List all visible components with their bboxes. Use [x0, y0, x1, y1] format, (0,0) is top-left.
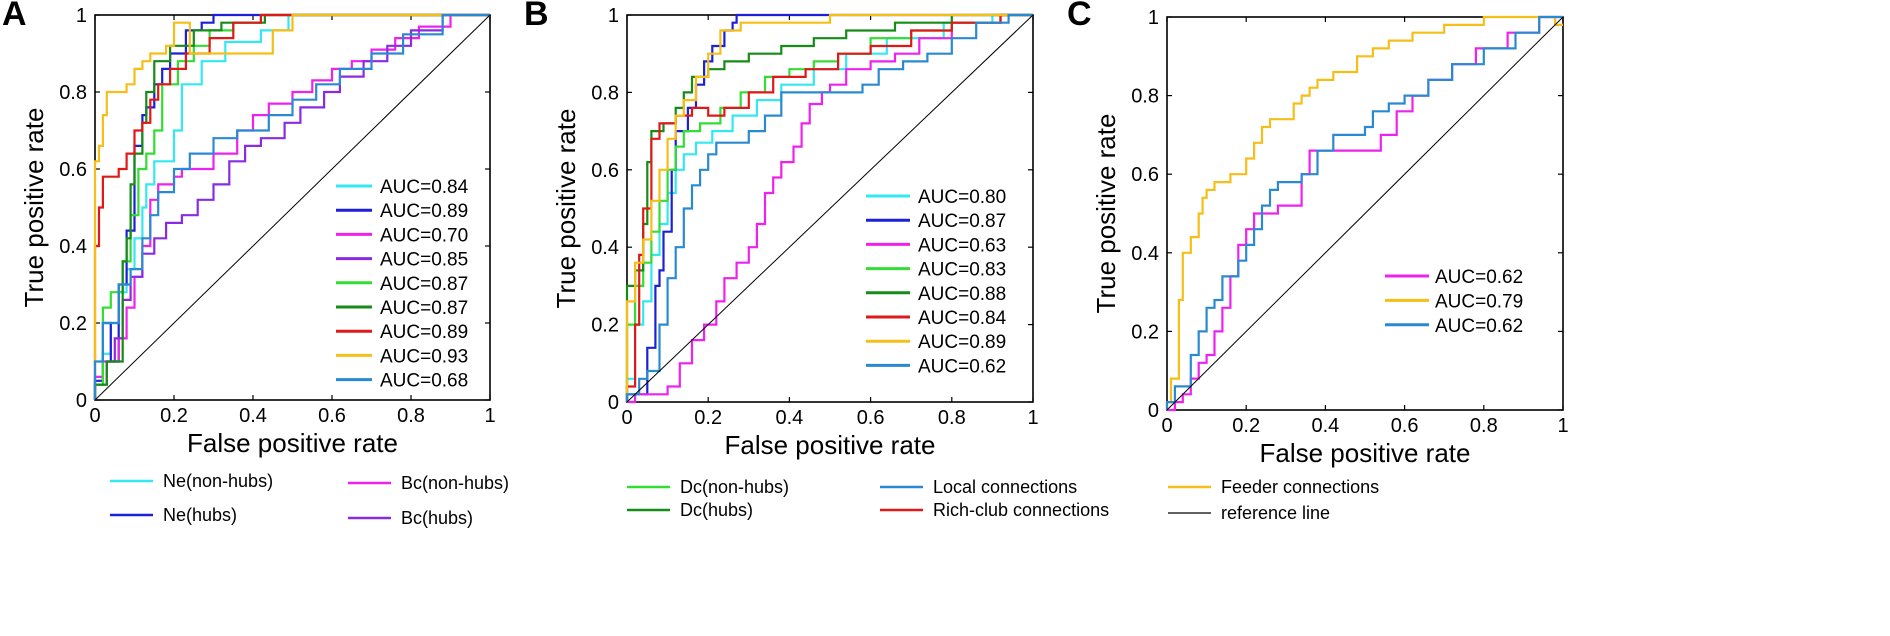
y-tick-label: 1: [76, 5, 87, 27]
bottom-legend-label: Dc(non-hubs): [680, 477, 789, 497]
roc-curve-3: [627, 13, 1033, 404]
legend-label: AUC=0.79: [1435, 291, 1523, 312]
x-tick-label: 0: [1161, 415, 1172, 437]
legend-label: AUC=0.63: [918, 235, 1006, 256]
x-tick-label: 1: [1027, 407, 1038, 429]
roc-panel-b: 0 0.2 0.4 0.6 0.8 1 0 0.2 0.4 0.6 0.8 1 False positi…: [524, 0, 1039, 460]
bottom-legend-label: Local connections: [933, 477, 1077, 497]
bottom-legend-label: Ne(hubs): [163, 505, 237, 525]
x-tick-label: 0.4: [1311, 415, 1339, 437]
x-tick-label: 0.2: [694, 407, 722, 429]
bottom-legend-label: Feeder connections: [1221, 477, 1379, 497]
roc-curve-3: [1165, 15, 1563, 410]
legend-label: AUC=0.87: [380, 274, 468, 295]
x-tick-label: 0.4: [239, 405, 267, 427]
legend-label: AUC=0.62: [1435, 267, 1523, 288]
legend-label: AUC=0.89: [918, 332, 1006, 353]
x-tick-label: 0.6: [857, 407, 885, 429]
x-tick-label: 0.2: [1232, 415, 1260, 437]
bottom-legend-label: reference line: [1221, 503, 1330, 523]
legend-label: AUC=0.87: [918, 211, 1006, 232]
panel-letter: C: [1067, 0, 1092, 33]
bottom-legend: Ne(non-hubs) Bc(non-hubs) Ne(hubs) Bc(hubs)…: [110, 471, 1379, 528]
x-axis-label: False positive rate: [1260, 438, 1471, 468]
reference-line: [94, 14, 491, 401]
roc-curve-4: [625, 13, 1033, 402]
x-tick-label: 0.8: [938, 407, 966, 429]
legend-label: AUC=0.62: [1435, 316, 1523, 337]
reference-line: [626, 14, 1034, 403]
y-tick-label: 0.6: [1131, 164, 1159, 186]
legend-label: AUC=0.83: [918, 260, 1006, 281]
legend-label: AUC=0.88: [918, 284, 1006, 305]
legend-label: AUC=0.68: [380, 371, 468, 392]
legend-label: AUC=0.70: [380, 225, 468, 246]
x-tick-label: 0: [621, 407, 632, 429]
y-tick-label: 0.4: [1131, 243, 1159, 265]
x-axis-label: False positive rate: [725, 430, 936, 460]
x-tick-label: 0: [89, 405, 100, 427]
y-tick-label: 0.2: [59, 313, 87, 335]
y-tick-label: 1: [608, 5, 619, 27]
legend-label: AUC=0.93: [380, 346, 468, 367]
roc-curve-7: [93, 13, 490, 400]
legend-label: AUC=0.89: [380, 322, 468, 343]
roc-curve-8: [93, 13, 490, 400]
bottom-legend-label: Dc(hubs): [680, 500, 753, 520]
x-tick-label: 0.2: [160, 405, 188, 427]
roc-curve-5: [625, 13, 1033, 402]
reference-line: [1166, 16, 1564, 411]
panel-letter: A: [2, 0, 27, 33]
roc-curve-8: [625, 13, 1033, 402]
y-tick-label: 0.4: [591, 237, 619, 259]
y-tick-label: 0.4: [59, 236, 87, 258]
x-tick-label: 1: [484, 405, 495, 427]
y-tick-label: 0.6: [59, 159, 87, 181]
y-tick-label: 1: [1148, 7, 1159, 29]
x-tick-label: 0.4: [775, 407, 803, 429]
legend-label: AUC=0.80: [918, 187, 1006, 208]
legend-label: AUC=0.89: [380, 201, 468, 222]
bottom-legend-label: Bc(non-hubs): [401, 473, 509, 493]
y-tick-label: 0.2: [1131, 321, 1159, 343]
legend-label: AUC=0.84: [918, 308, 1007, 329]
y-tick-label: 0: [76, 390, 87, 412]
x-tick-label: 0.8: [397, 405, 425, 427]
panel-letter: B: [524, 0, 549, 33]
y-tick-label: 0.8: [591, 82, 619, 104]
y-tick-label: 0.6: [591, 160, 619, 182]
y-tick-label: 0.2: [591, 315, 619, 337]
roc-panel-c: 0 0.2 0.4 0.6 0.8 1 0 0.2 0.4 0.6 0.8 1 False positi…: [1067, 0, 1569, 468]
x-axis-label: False positive rate: [187, 428, 398, 458]
x-tick-label: 0.6: [1391, 415, 1419, 437]
roc-curve-1: [625, 13, 1033, 402]
legend-label: AUC=0.85: [380, 250, 468, 271]
plot-frame: [1166, 16, 1564, 411]
roc-curve-4: [93, 13, 490, 400]
y-tick-label: 0.8: [1131, 86, 1159, 108]
x-tick-label: 0.6: [318, 405, 346, 427]
bottom-legend-label: Ne(non-hubs): [163, 471, 273, 491]
legend-label: AUC=0.87: [380, 298, 468, 319]
y-axis-label: True positive rate: [1091, 114, 1121, 314]
y-axis-label: True positive rate: [19, 108, 49, 308]
x-tick-label: 0.8: [1470, 415, 1498, 437]
y-tick-label: 0: [608, 392, 619, 414]
bottom-legend-label: Rich-club connections: [933, 500, 1109, 520]
roc-panel-a: 0 0.2 0.4 0.6 0.8 1 0 0.2 0.4 0.6 0.8 1 False positi…: [2, 0, 496, 458]
y-axis-label: True positive rate: [551, 109, 581, 309]
y-tick-label: 0.8: [59, 82, 87, 104]
roc-curve-7: [625, 13, 1033, 402]
y-tick-label: 0: [1148, 400, 1159, 422]
legend-label: AUC=0.84: [380, 177, 469, 198]
roc-curve-2: [1165, 15, 1563, 410]
roc-curve-9: [93, 13, 490, 400]
x-tick-label: 1: [1557, 415, 1568, 437]
bottom-legend-label: Bc(hubs): [401, 508, 473, 528]
legend-label: AUC=0.62: [918, 356, 1006, 377]
